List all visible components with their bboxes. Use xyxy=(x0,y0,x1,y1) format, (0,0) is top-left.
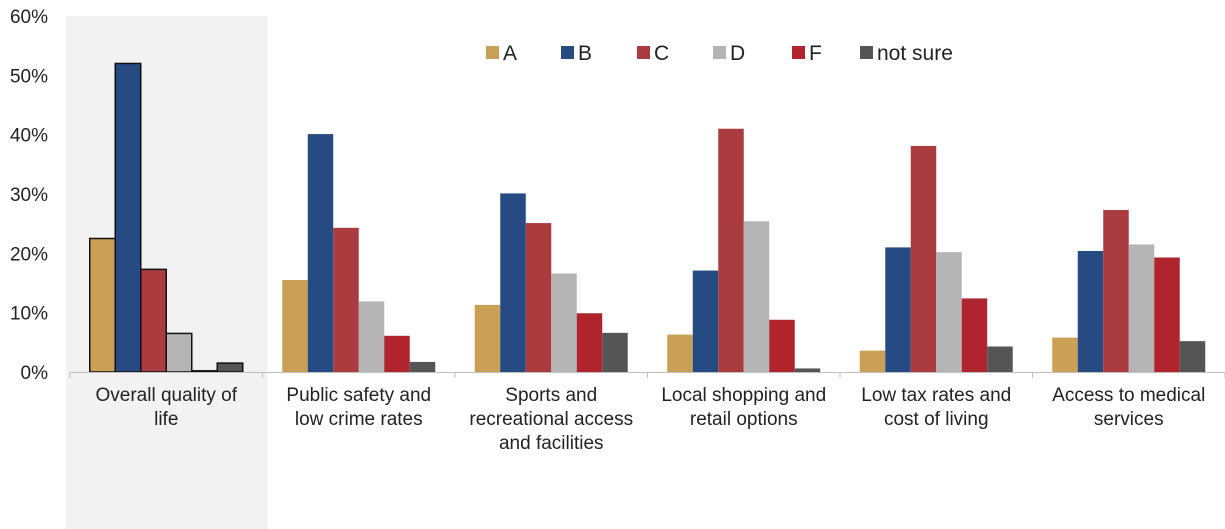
legend-swatch xyxy=(792,46,805,59)
bar-not-sure xyxy=(1179,341,1206,372)
y-tick-label: 30% xyxy=(10,185,48,206)
bar-b xyxy=(885,247,911,372)
bar-f xyxy=(961,298,988,372)
category-label: Local shopping and retail options xyxy=(661,385,826,430)
category-label: Sports and recreational access and facilit… xyxy=(469,385,633,454)
y-axis: 0% 10% 20% 30% 40% 50% 60% xyxy=(10,7,48,384)
category-label-line: cost of living xyxy=(884,409,989,430)
y-tick-label: 0% xyxy=(21,363,49,384)
bar-c xyxy=(140,268,167,373)
bar-not-sure xyxy=(987,346,1013,372)
bar-f xyxy=(1154,257,1180,372)
legend-swatch xyxy=(561,46,574,59)
bar-f xyxy=(384,335,410,372)
category-label-line: Local shopping and xyxy=(661,385,826,406)
bar-a xyxy=(474,304,501,372)
category-label-line: Overall quality of xyxy=(95,385,237,406)
bar-d xyxy=(743,221,770,372)
bar-c xyxy=(718,128,744,372)
legend-label: not sure xyxy=(877,42,953,65)
category-label-line: low crime rates xyxy=(295,409,423,430)
bar-d xyxy=(551,273,577,372)
bar-b xyxy=(1077,250,1104,372)
category-label: Public safety and low crime rates xyxy=(286,385,431,430)
bar-not-sure xyxy=(216,362,244,373)
category-label-line: services xyxy=(1094,409,1164,430)
category-label: Access to medical services xyxy=(1052,385,1205,430)
bar-a xyxy=(1052,337,1078,372)
bar-d xyxy=(165,332,193,373)
bar-d xyxy=(936,252,962,372)
bar-a xyxy=(282,280,308,372)
category-labels: Overall quality of life Public safety and l… xyxy=(95,385,1205,454)
y-tick-label: 60% xyxy=(10,7,48,28)
category-label: Low tax rates and cost of living xyxy=(861,385,1011,430)
bar-c xyxy=(333,227,359,372)
legend-swatch xyxy=(637,46,650,59)
bar-b xyxy=(114,62,142,373)
category-label: Overall quality of life xyxy=(95,385,237,430)
bar-f xyxy=(191,370,218,373)
bar-not-sure xyxy=(602,332,628,372)
bar-b xyxy=(500,193,526,372)
y-tick-label: 10% xyxy=(10,304,48,325)
bar-c xyxy=(910,145,937,372)
legend-swatch xyxy=(713,46,726,59)
bar-a xyxy=(667,334,693,372)
legend-label: C xyxy=(654,42,669,65)
bar-c xyxy=(1103,210,1129,372)
y-tick-label: 50% xyxy=(10,66,48,87)
bar-not-sure xyxy=(794,368,821,372)
bar-a xyxy=(89,237,116,373)
legend-label: A xyxy=(503,42,517,65)
x-axis-ticks xyxy=(69,372,1225,378)
category-label-line: retail options xyxy=(690,409,798,430)
y-tick-label: 20% xyxy=(10,244,48,265)
category-label-line: life xyxy=(154,409,178,430)
bar-d xyxy=(1128,244,1155,372)
category-label-line: Sports and xyxy=(505,385,597,406)
category-label-line: Public safety and xyxy=(286,385,431,406)
legend-swatch xyxy=(860,46,873,59)
legend-label: D xyxy=(730,42,745,65)
legend-swatch xyxy=(486,46,499,59)
bar-f xyxy=(769,319,795,372)
y-tick-label: 40% xyxy=(10,126,48,147)
legend-label: F xyxy=(809,42,822,65)
category-label-line: recreational access xyxy=(469,409,633,430)
category-label-line: Access to medical xyxy=(1052,385,1205,406)
bar-d xyxy=(358,301,385,372)
bar-a xyxy=(859,350,886,372)
category-label-line: Low tax rates and xyxy=(861,385,1011,406)
bar-c xyxy=(525,223,552,372)
bar-not-sure xyxy=(409,361,436,372)
bars xyxy=(89,62,1206,373)
bar-b xyxy=(307,134,334,372)
bar-f xyxy=(576,313,603,372)
legend-label: B xyxy=(578,42,592,65)
category-label-line: and facilities xyxy=(499,433,604,454)
bar-b xyxy=(692,270,719,372)
